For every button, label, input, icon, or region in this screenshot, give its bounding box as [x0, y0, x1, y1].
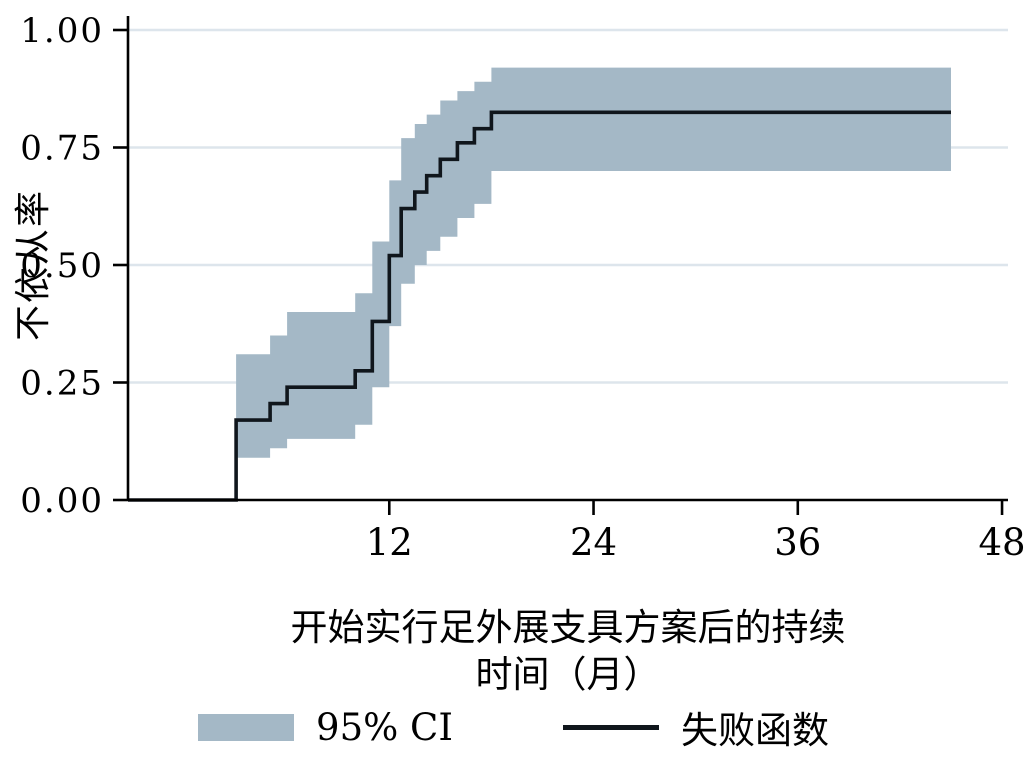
- x-tick-label: 24: [570, 521, 617, 564]
- legend: 95% CI 失败函数: [0, 701, 1027, 753]
- failure-line-swatch: [562, 724, 659, 730]
- legend-item-failure: 失败函数: [562, 700, 829, 754]
- axes: [126, 16, 1008, 502]
- ci-band-area: [236, 67, 952, 458]
- y-tick-label: 0.00: [20, 481, 104, 521]
- legend-label-failure: 失败函数: [680, 709, 829, 752]
- ci-band-swatch: [198, 713, 295, 741]
- failure-step-line: [128, 110, 951, 502]
- legend-label-ci: 95% CI: [316, 705, 453, 749]
- x-axis-title-line1: 开始实行足外展支具方案后的持续: [290, 606, 846, 649]
- y-tick-label: 0.75: [20, 129, 104, 169]
- tick-labels: 0.00 0.25 0.50 0.75 1.00 12 24 36 48: [20, 11, 1025, 564]
- x-tick-label: 48: [978, 521, 1025, 564]
- x-tick-label: 12: [366, 521, 413, 564]
- x-axis-title-line2: 时间（月）: [475, 653, 661, 696]
- y-tick-label: 0.50: [20, 246, 104, 286]
- x-tick-label: 36: [774, 521, 821, 564]
- y-tick-label: 0.25: [20, 364, 104, 404]
- legend-item-ci: 95% CI: [198, 706, 453, 749]
- tick-marks: [113, 28, 1004, 515]
- y-axis-title: 不依从率: [13, 188, 54, 342]
- x-axis-title: 开始实行足外展支具方案后的持续 时间（月）: [128, 604, 1008, 698]
- y-tick-label: 1.00: [20, 11, 104, 51]
